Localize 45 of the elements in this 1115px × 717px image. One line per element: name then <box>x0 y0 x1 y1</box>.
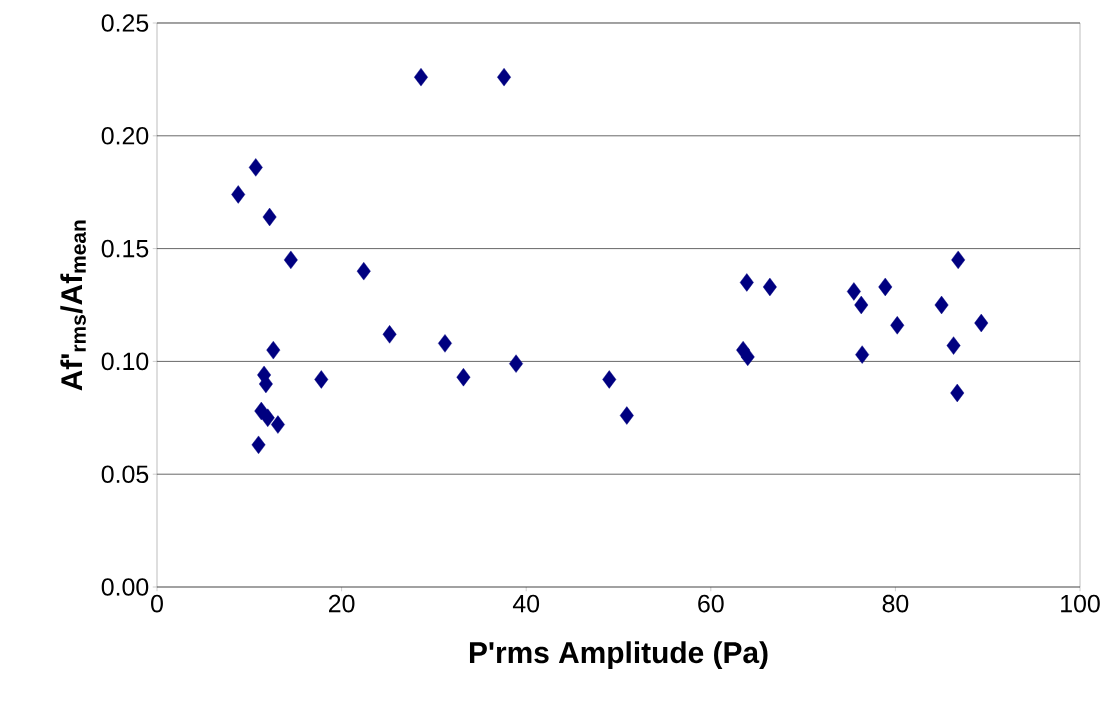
point <box>762 277 777 297</box>
point <box>497 67 511 87</box>
point <box>231 185 246 204</box>
point <box>270 415 285 434</box>
point <box>438 334 452 353</box>
y-tick-label: 0.10 <box>101 352 149 371</box>
point <box>456 368 471 387</box>
x-tick-label: 100 <box>1061 594 1100 613</box>
point <box>854 295 869 315</box>
point <box>740 347 755 367</box>
point <box>846 282 861 301</box>
x-tick-label: 20 <box>329 594 355 613</box>
point <box>934 295 949 315</box>
x-tick-label: 0 <box>151 594 163 613</box>
y-axis-title: Af'$_{rms}$/Af$_{mean}$ <box>60 220 86 391</box>
point <box>619 406 634 425</box>
point <box>266 340 281 360</box>
y-tick-label: 0.15 <box>101 239 149 258</box>
point <box>248 158 263 177</box>
y-tick-label: 0.00 <box>101 578 149 596</box>
point <box>260 408 275 427</box>
point <box>356 261 371 281</box>
x-axis-title: P'rms Amplitude (Pa) <box>469 641 768 670</box>
point <box>283 250 298 270</box>
point <box>878 277 893 297</box>
point <box>946 336 961 355</box>
point <box>739 273 754 292</box>
point <box>602 370 617 389</box>
point <box>890 316 905 335</box>
point <box>974 313 989 333</box>
x-tick-label: 60 <box>698 594 724 613</box>
y-tick-label: 0.05 <box>101 465 149 484</box>
point <box>855 345 870 364</box>
x-tick-label: 80 <box>882 594 909 613</box>
point <box>314 370 329 389</box>
point <box>950 383 965 403</box>
x-tick-label: 40 <box>512 594 540 613</box>
point <box>382 325 397 344</box>
point <box>509 354 523 373</box>
y-tick-label: 0.25 <box>101 14 149 32</box>
point <box>951 250 966 270</box>
point <box>414 67 428 87</box>
point <box>262 207 277 227</box>
point <box>251 435 266 455</box>
y-tick-label: 0.20 <box>101 126 149 145</box>
